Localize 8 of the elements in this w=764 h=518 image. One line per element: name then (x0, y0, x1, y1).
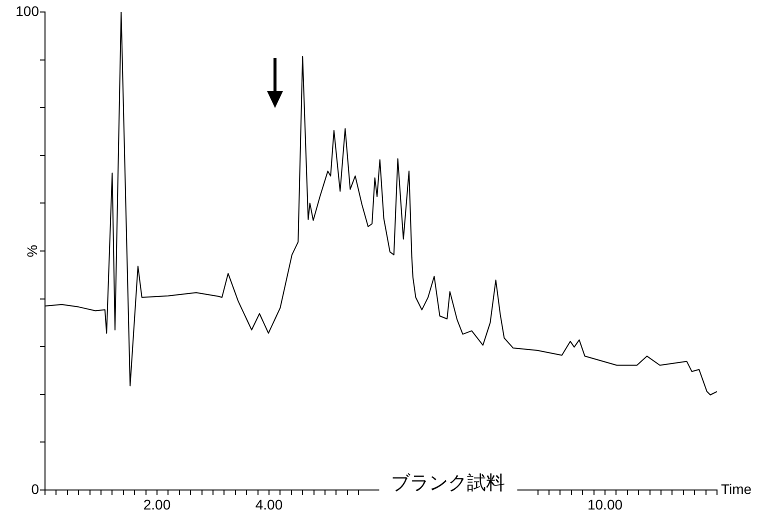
x-tick-label: 10.00 (587, 496, 623, 512)
y-axis-title: % (24, 244, 40, 258)
x-tick-label: 4.00 (255, 496, 283, 512)
text: ブランク試料 (391, 472, 506, 494)
x-tick-label: 2.00 (143, 496, 171, 512)
y-tick-label: 100 (16, 2, 40, 19)
y-tick-label: 0 (31, 480, 40, 497)
x-axis-title: Time (721, 480, 752, 497)
